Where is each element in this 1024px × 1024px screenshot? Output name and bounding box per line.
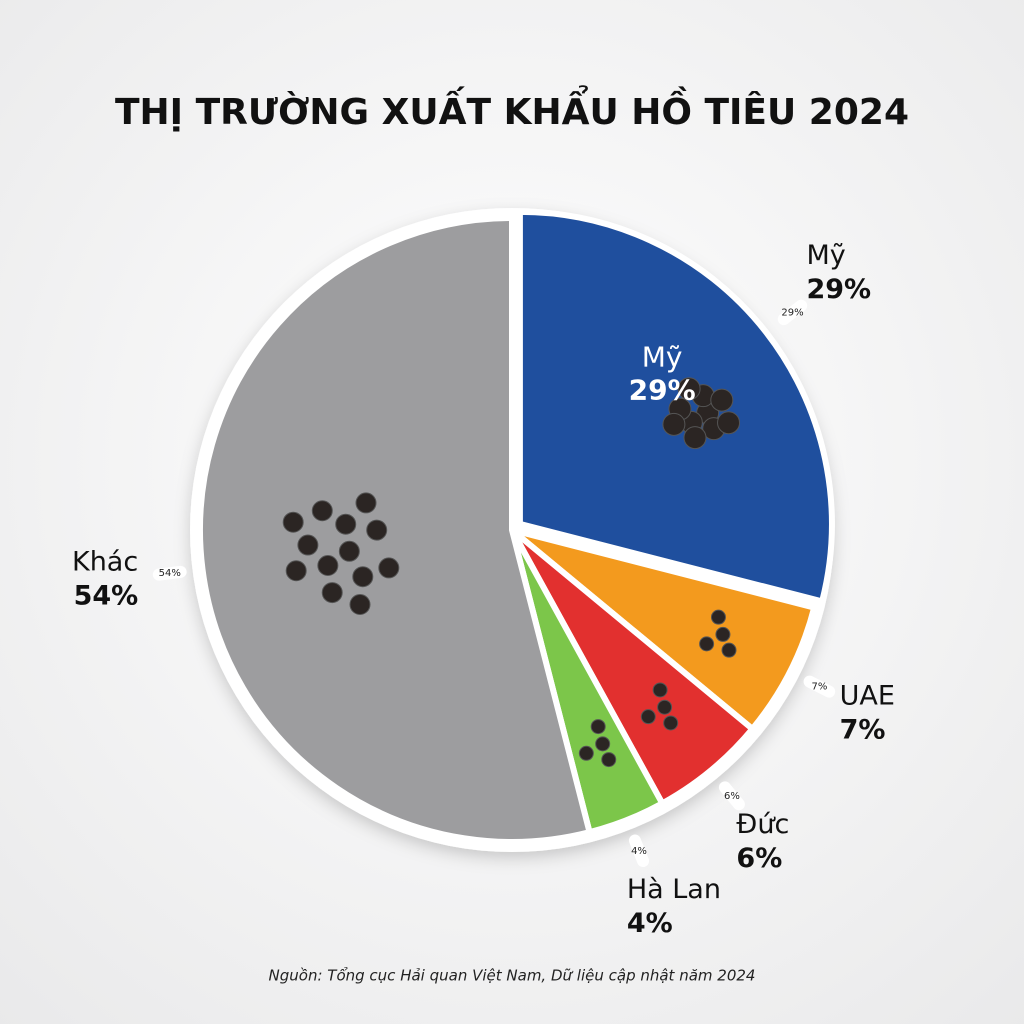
peppercorn — [715, 626, 731, 642]
outer-value: 29% — [806, 274, 871, 305]
peppercorn — [721, 642, 737, 658]
leader-arrow — [628, 834, 650, 868]
outer-label: Mỹ — [806, 240, 845, 271]
outer-value: 54% — [74, 581, 139, 612]
peppercorn — [338, 540, 360, 562]
leader-arrow — [803, 675, 836, 698]
peppercorn — [590, 719, 606, 735]
peppercorn — [366, 519, 388, 541]
pie-slice — [509, 527, 818, 732]
leader-arrow — [777, 299, 808, 326]
peppercorn — [683, 426, 707, 450]
inner-value: 29% — [629, 374, 696, 407]
arrow-value-label: 6% — [724, 791, 740, 802]
outer-value: 4% — [627, 908, 673, 939]
pie-slice — [197, 215, 593, 845]
slices — [197, 208, 835, 845]
chart-title: THỊ TRƯỜNG XUẤT KHẨU HỒ TIÊU 2024 — [115, 85, 909, 133]
leader-arrow — [718, 781, 745, 811]
peppercorn — [282, 511, 304, 533]
peppercorn — [297, 534, 319, 556]
peppercorn — [355, 492, 377, 514]
arrow-value-label: 29% — [781, 307, 803, 318]
peppercorn — [321, 582, 343, 604]
peppercorn — [710, 388, 734, 412]
peppercorn — [640, 709, 656, 725]
arrow-value-label: 4% — [631, 846, 647, 857]
peppercorn — [699, 636, 715, 652]
peppercorn — [595, 736, 611, 752]
outer-value: 7% — [840, 714, 886, 745]
peppercorn — [657, 699, 673, 715]
peppercorn — [677, 377, 701, 401]
inner-label: Mỹ — [642, 341, 683, 374]
peppercorn — [311, 500, 333, 522]
peppercorn — [352, 566, 374, 588]
peppercorn — [717, 411, 741, 435]
peppercorn — [710, 609, 726, 625]
peppercorn — [349, 594, 371, 616]
leader-arrow — [152, 565, 187, 581]
peppercorn — [662, 412, 686, 436]
peppercorn — [317, 554, 339, 576]
arrow-value-label: 54% — [159, 568, 181, 579]
peppercorn — [652, 682, 668, 698]
arrow-value-label: 7% — [811, 682, 827, 693]
peppercorn — [601, 752, 617, 768]
outer-label: Đức — [736, 809, 789, 840]
peppercorn — [335, 513, 357, 535]
peppercorn — [663, 715, 679, 731]
peppercorn — [578, 745, 594, 761]
outer-value: 6% — [736, 843, 782, 874]
outer-label: UAE — [840, 680, 895, 711]
outer-label: Hà Lan — [627, 874, 721, 905]
source-note: Nguồn: Tổng cục Hải quan Việt Nam, Dữ li… — [269, 967, 756, 985]
peppercorn — [378, 557, 400, 579]
peppercorn — [285, 560, 307, 582]
outer-label: Khác — [72, 547, 138, 578]
